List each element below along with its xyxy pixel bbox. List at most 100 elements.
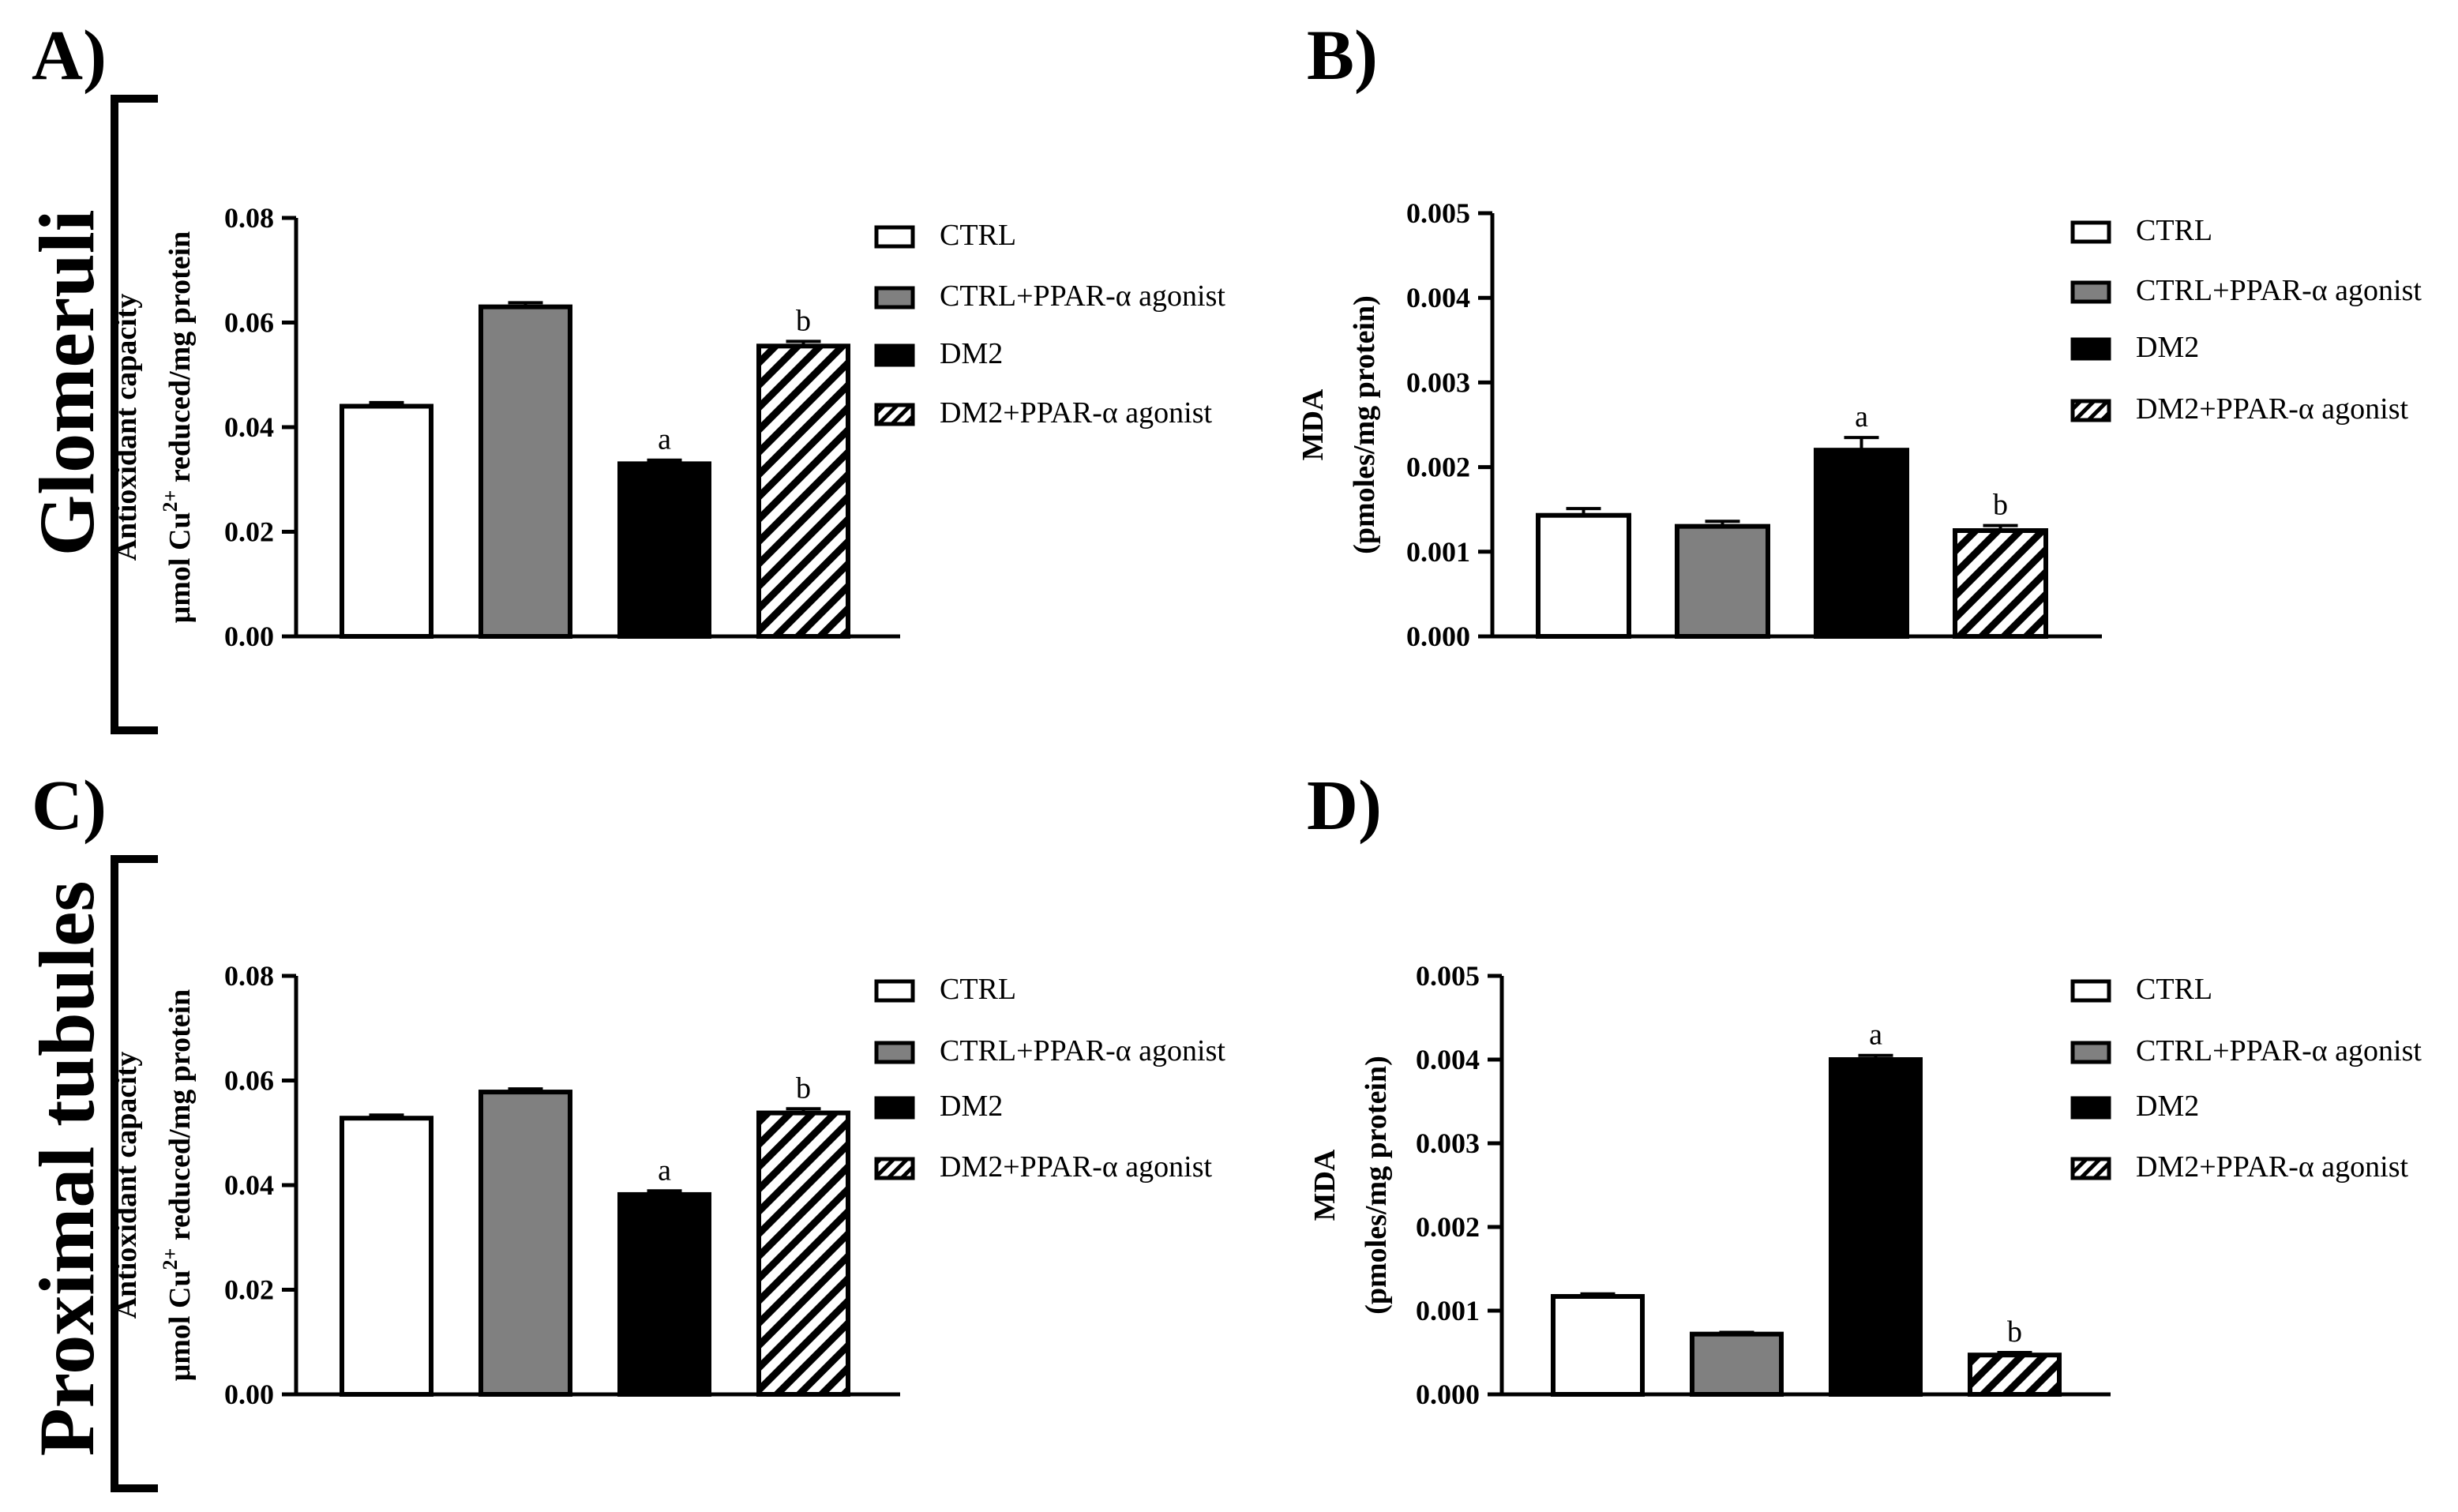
bar-2 — [1690, 1331, 1784, 1398]
legend-label: CTRL+PPAR-α agonist — [2136, 274, 2422, 307]
legend-label: DM2+PPAR-α agonist — [2136, 1150, 2409, 1184]
y-tick-label: 0.000 — [1406, 621, 1470, 652]
section-label-proximal-tubules: Proximal tubules — [23, 881, 111, 1457]
legend-swatch — [2070, 1096, 2111, 1120]
y-tick-label: 0.00 — [224, 1379, 274, 1410]
legend-swatch — [874, 1041, 915, 1064]
y-label-superscript: 2+ — [159, 490, 182, 512]
legend-swatch — [874, 343, 915, 367]
bar-4 — [1953, 528, 2048, 639]
legend-swatch — [874, 403, 915, 426]
bar-3 — [617, 1191, 711, 1398]
panel-c: C) 0.00 0.02 0.04 0.06 0.08 Antioxidant capaci… — [32, 767, 1225, 1410]
significance-label: a — [1869, 1019, 1882, 1052]
bar-1 — [1551, 1293, 1645, 1397]
bar-2 — [478, 304, 572, 639]
legend-label: DM2+PPAR-α agonist — [940, 396, 1213, 430]
y-tick-label: 0.001 — [1406, 536, 1470, 568]
y-tick-label: 0.000 — [1416, 1379, 1480, 1410]
panel-label: D) — [1307, 767, 1382, 845]
legend-swatch — [2070, 399, 2111, 422]
bar-3 — [1829, 1057, 1923, 1397]
section-glomeruli: Glomeruli — [23, 95, 158, 734]
legend-swatch — [2070, 979, 2111, 1003]
y-axis-label-line1: Antioxidant capacity — [110, 1052, 143, 1319]
y-axis-label-line1: Antioxidant capacity — [110, 294, 143, 561]
legend-swatch — [2070, 337, 2111, 361]
legend-swatch — [2070, 280, 2111, 304]
legend-label: CTRL — [940, 219, 1016, 252]
legend-swatch — [874, 979, 915, 1003]
legend-label: DM2+PPAR-α agonist — [940, 1150, 1213, 1184]
y-label-part: reduced/mg protein — [163, 231, 197, 490]
y-tick-label: 0.02 — [224, 1274, 274, 1306]
y-label-part: μmol Cu — [163, 1270, 197, 1381]
section-proximal-tubules: Proximal tubules — [23, 855, 158, 1492]
legend-swatch — [874, 286, 915, 310]
legend-swatch — [874, 1096, 915, 1120]
y-label-superscript: 2+ — [159, 1248, 182, 1270]
y-axis-label-line1: MDA — [1308, 1149, 1342, 1221]
significance-label: a — [1855, 400, 1868, 433]
legend-swatch — [2070, 1157, 2111, 1180]
legend-label: DM2 — [940, 1090, 1003, 1123]
y-tick-label: 0.005 — [1416, 960, 1480, 992]
panel-label: B) — [1307, 17, 1378, 95]
y-tick-label: 0.06 — [224, 307, 274, 339]
legend-swatch — [2070, 220, 2111, 244]
legend-label: CTRL+PPAR-α agonist — [940, 1034, 1225, 1067]
y-tick-label: 0.004 — [1416, 1044, 1480, 1075]
significance-label: b — [796, 1071, 811, 1105]
y-tick-label: 0.002 — [1416, 1211, 1480, 1243]
y-tick-label: 0.004 — [1406, 282, 1470, 313]
y-tick-label: 0.08 — [224, 960, 274, 992]
legend-label: CTRL — [940, 973, 1016, 1006]
y-axis-label-line2: μmol Cu2+ reduced/mg protein — [159, 989, 197, 1382]
y-label-part: reduced/mg protein — [163, 989, 197, 1248]
y-axis-label-line2: (pmoles/mg protein) — [1348, 295, 1381, 554]
y-axis-label-line1: MDA — [1297, 388, 1330, 460]
bracket-proximal-tubules — [111, 855, 158, 1492]
bar-1 — [340, 1116, 433, 1397]
significance-label: b — [2007, 1315, 2022, 1349]
legend-label: CTRL — [2136, 214, 2212, 247]
y-tick-label: 0.002 — [1406, 452, 1470, 483]
significance-label: b — [796, 304, 811, 337]
y-tick-label: 0.08 — [224, 202, 274, 234]
y-label-part: μmol Cu — [163, 512, 197, 623]
panel-b: B) 0.000 0.001 0.002 0.003 0.004 0.005 MDA (pmol… — [1297, 17, 2422, 652]
y-axis-label-line2: μmol Cu2+ reduced/mg protein — [159, 231, 197, 624]
y-tick-label: 0.001 — [1416, 1295, 1480, 1326]
bar-1 — [340, 403, 433, 639]
bar-3 — [617, 461, 711, 639]
panel-d: D) 0.000 0.001 0.002 0.003 0.004 0.005 MDA (pmol… — [1307, 767, 2422, 1410]
y-tick-label: 0.003 — [1416, 1127, 1480, 1159]
legend-label: CTRL+PPAR-α agonist — [2136, 1034, 2422, 1067]
panel-label: C) — [32, 767, 107, 845]
significance-label: b — [1993, 489, 2008, 522]
legend-label: CTRL — [2136, 973, 2212, 1006]
y-tick-label: 0.02 — [224, 516, 274, 548]
bar-4 — [1968, 1353, 2062, 1398]
bar-2 — [478, 1090, 572, 1397]
bracket-glomeruli — [111, 95, 158, 734]
y-tick-label: 0.005 — [1406, 197, 1470, 229]
legend-swatch — [874, 225, 915, 249]
legend-label: DM2 — [940, 337, 1003, 370]
legend-label: DM2 — [2136, 1090, 2199, 1123]
legend-swatch — [874, 1157, 915, 1180]
panel-a: A) 0.00 0.02 0.04 0.06 0.08 Antioxidant capaci… — [32, 17, 1225, 652]
panel-label: A) — [32, 17, 107, 95]
significance-label: a — [658, 1154, 671, 1187]
y-tick-label: 0.003 — [1406, 366, 1470, 398]
bar-3 — [1814, 448, 1909, 639]
bar-4 — [756, 343, 850, 639]
significance-label: a — [658, 423, 671, 456]
y-tick-label: 0.04 — [224, 411, 274, 443]
y-tick-label: 0.04 — [224, 1169, 274, 1201]
y-tick-label: 0.00 — [224, 621, 274, 652]
bar-1 — [1536, 512, 1631, 639]
legend-swatch — [2070, 1041, 2111, 1064]
bar-2 — [1675, 523, 1770, 640]
